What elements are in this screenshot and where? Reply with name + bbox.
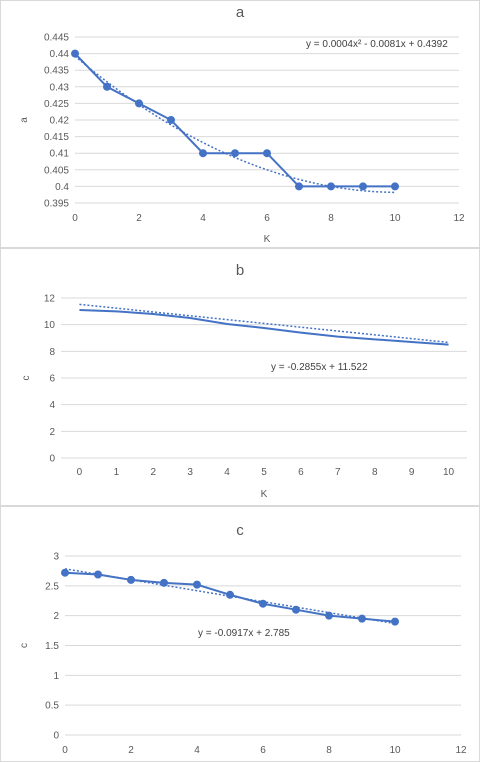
chart-c-title: c <box>236 522 244 539</box>
chart-a-y-tick-label: 0.44 <box>50 49 70 60</box>
chart-a-trendline-equation: y = 0.0004x² - 0.0081x + 0.4392 <box>306 39 448 50</box>
chart-c-x-tick-label: 8 <box>326 745 332 756</box>
chart-c-trendline-equation: y = -0.0917x + 2.785 <box>198 628 290 639</box>
chart-a-y-tick-label: 0.425 <box>44 99 69 110</box>
chart-a-data-point <box>103 82 111 91</box>
chart-c-data-point <box>127 575 135 584</box>
chart-b-y-tick-label: 2 <box>49 427 55 438</box>
chart-c-x-tick-label: 10 <box>389 745 401 756</box>
chart-b-x-tick-label: 4 <box>224 467 230 478</box>
chart-b-y-tick-label: 12 <box>44 294 56 305</box>
chart-panel-a: a 0.395 0.4 0.405 0.41 0.415 0.42 0.425 0.43 0.43… <box>0 0 480 248</box>
chart-c-data-point <box>391 617 399 626</box>
chart-b-x-tick-label: 0 <box>77 467 83 478</box>
chart-a-data-point <box>199 149 207 158</box>
chart-b-x-tick-label: 10 <box>443 467 455 478</box>
chart-b-x-tick-label: 8 <box>372 467 378 478</box>
chart-a-x-tick-label: 10 <box>389 213 401 224</box>
chart-c-y-tick-label: 2.5 <box>45 581 59 592</box>
chart-c-x-tick-label: 12 <box>455 745 467 756</box>
chart-c-data-point <box>160 578 168 587</box>
chart-b-x-tick-label: 2 <box>150 467 156 478</box>
chart-a-data-point <box>167 116 175 124</box>
chart-a-data-point <box>231 149 239 158</box>
chart-b-x-tick-label: 6 <box>298 467 304 478</box>
chart-c-y-tick-label: 2 <box>53 611 59 622</box>
chart-b-x-tick-label: 1 <box>114 467 120 478</box>
chart-a-data-point <box>327 182 335 191</box>
chart-b-x-tick-label: 7 <box>335 467 341 478</box>
chart-panel-c: c 0 0.5 1 1.5 2 2.5 3 0 2 4 6 8 10 12 c y = -0.0917x + 2… <box>0 506 480 762</box>
chart-a-data-point <box>295 182 303 191</box>
chart-c-data-point <box>358 614 366 623</box>
chart-a-data-point <box>71 49 79 58</box>
chart-a-y-tick-label: 0.395 <box>44 199 69 210</box>
chart-a-x-axis-label: K <box>264 234 271 245</box>
chart-c-data-point <box>292 605 300 614</box>
chart-c-y-tick-label: 1 <box>53 671 59 682</box>
chart-b-y-axis-label: c <box>21 376 32 381</box>
chart-b-x-tick-label: 5 <box>261 467 267 478</box>
chart-a-y-tick-label: 0.42 <box>50 116 70 127</box>
chart-a-data-point <box>263 149 271 158</box>
chart-a-y-tick-label: 0.41 <box>50 149 70 160</box>
chart-b-y-tick-label: 0 <box>49 454 55 465</box>
chart-b-title: b <box>236 262 244 279</box>
chart-c-data-point <box>94 570 102 579</box>
chart-c-data-point <box>193 580 201 589</box>
chart-a-x-tick-label: 2 <box>136 213 142 224</box>
chart-c-y-tick-label: 0 <box>53 731 59 742</box>
chart-b-y-tick-label: 6 <box>49 374 55 385</box>
chart-a-data-point <box>391 182 399 191</box>
chart-a-x-tick-label: 12 <box>453 213 465 224</box>
chart-a-y-axis-label: a <box>19 117 30 123</box>
chart-c-y-tick-label: 3 <box>53 552 59 563</box>
chart-c-y-axis-label: c <box>19 643 30 648</box>
chart-c-data-point <box>259 599 267 608</box>
chart-a-data-point <box>135 99 143 108</box>
chart-c-x-tick-label: 0 <box>62 745 68 756</box>
chart-b-y-tick-label: 8 <box>49 347 55 358</box>
chart-c-y-tick-label: 0.5 <box>45 701 59 712</box>
chart-a-x-tick-label: 4 <box>200 213 206 224</box>
chart-b-series-line <box>79 309 449 346</box>
chart-c-data-point <box>325 611 333 620</box>
chart-a-y-tick-label: 0.435 <box>44 66 69 77</box>
chart-c-data-point <box>61 568 69 577</box>
chart-b-y-tick-label: 4 <box>49 400 55 411</box>
chart-a-y-tick-label: 0.4 <box>55 182 69 193</box>
chart-a-data-point <box>359 182 367 191</box>
chart-c-svg: c 0 0.5 1 1.5 2 2.5 3 0 2 4 6 8 10 12 c y = -0.0917x + 2… <box>19 522 467 756</box>
chart-a-x-tick-label: 6 <box>264 213 270 224</box>
chart-c-data-point <box>226 590 234 599</box>
chart-a-title: a <box>236 4 245 21</box>
chart-a-trendline <box>74 55 396 194</box>
chart-c-x-tick-label: 6 <box>260 745 266 756</box>
chart-c-x-tick-label: 4 <box>194 745 200 756</box>
chart-c-x-tick-label: 2 <box>128 745 134 756</box>
chart-c-y-tick-label: 1.5 <box>45 641 59 652</box>
chart-b-x-tick-label: 9 <box>409 467 415 478</box>
chart-a-y-tick-label: 0.445 <box>44 33 69 44</box>
chart-a-y-tick-label: 0.43 <box>50 82 70 93</box>
chart-b-x-axis-label: K <box>261 489 268 500</box>
chart-b-y-tick-label: 10 <box>44 320 56 331</box>
chart-a-svg: a 0.395 0.4 0.405 0.41 0.415 0.42 0.425 0.43 0.43… <box>19 4 465 245</box>
chart-b-trendline <box>79 303 449 344</box>
chart-a-y-tick-label: 0.405 <box>44 165 69 176</box>
chart-a-y-tick-label: 0.415 <box>44 132 69 143</box>
chart-b-trendline-equation: y = -0.2855x + 11.522 <box>271 362 368 373</box>
chart-a-x-tick-label: 0 <box>72 213 78 224</box>
chart-b-x-tick-label: 3 <box>187 467 193 478</box>
chart-a-x-tick-label: 8 <box>328 213 334 224</box>
